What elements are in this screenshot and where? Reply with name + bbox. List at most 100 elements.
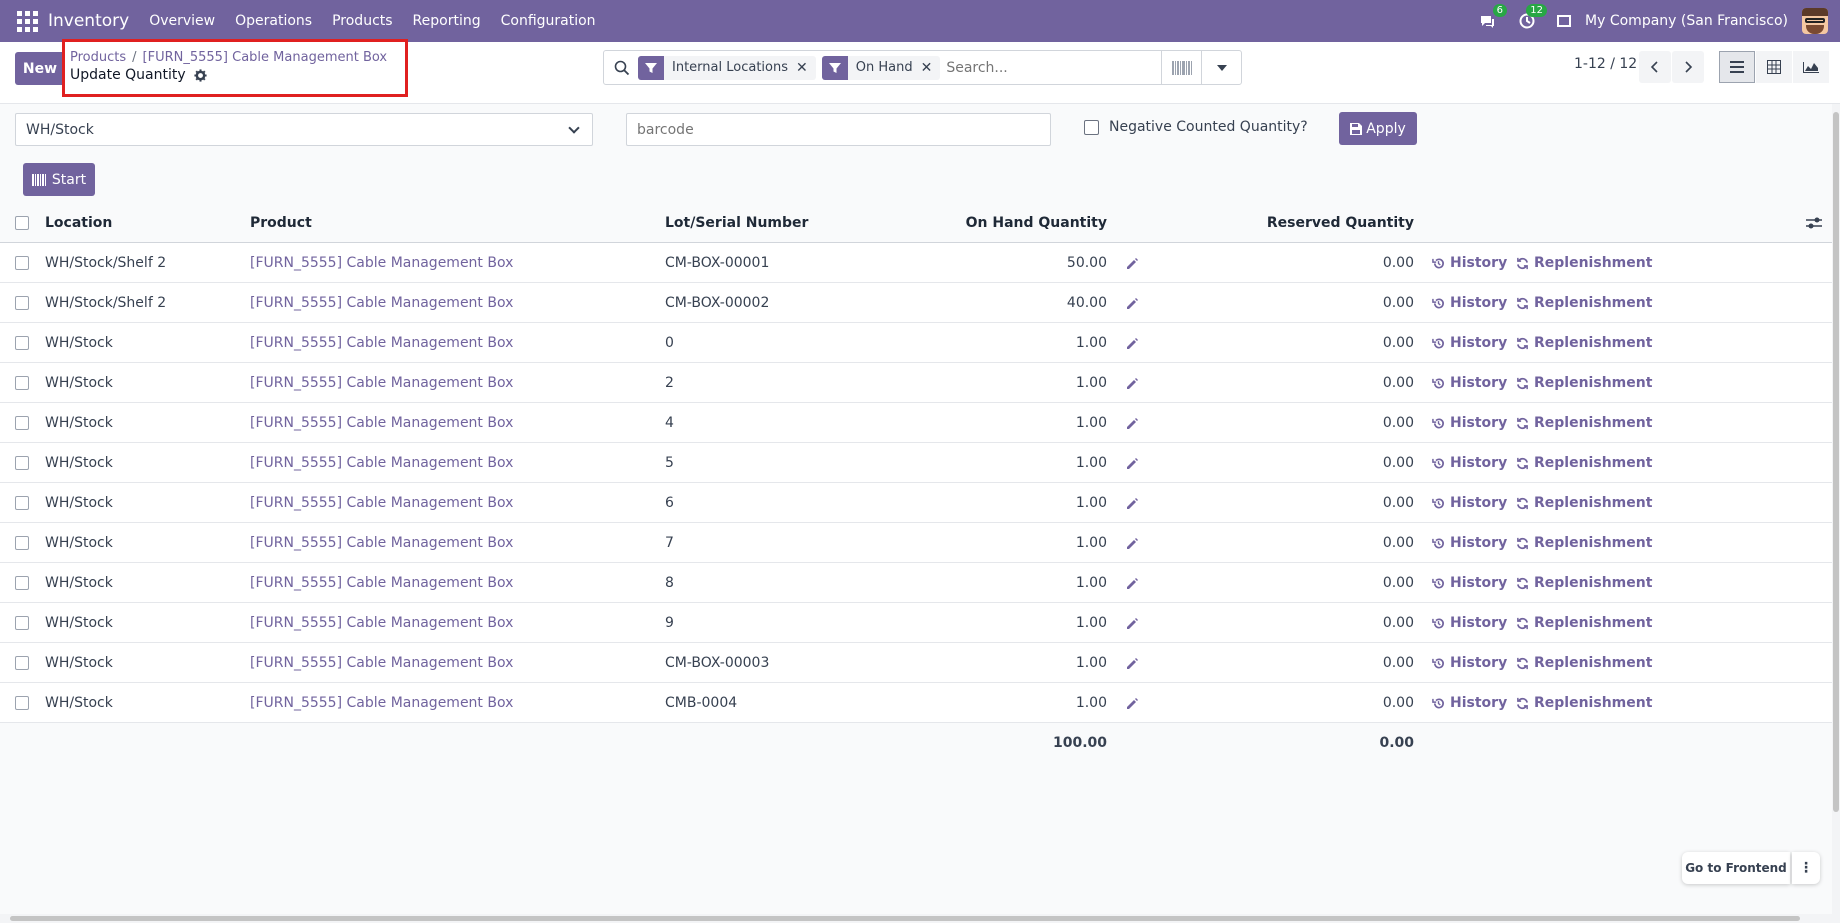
pager-value[interactable]: 1-12 / 12: [1574, 56, 1638, 72]
row-product-link[interactable]: [FURN_5555] Cable Management Box: [250, 335, 514, 351]
header-location[interactable]: Location: [45, 215, 113, 231]
row-product-link[interactable]: [FURN_5555] Cable Management Box: [250, 415, 514, 431]
start-button[interactable]: Start: [23, 163, 95, 196]
horizontal-scrollbar[interactable]: [0, 914, 1840, 923]
menu-reporting[interactable]: Reporting: [412, 13, 481, 29]
row-on-hand[interactable]: 1.00: [1075, 695, 1107, 711]
pivot-view-button[interactable]: [1756, 51, 1792, 83]
row-on-hand[interactable]: 1.00: [1075, 615, 1107, 631]
apply-button[interactable]: Apply: [1339, 112, 1417, 145]
barcode-input[interactable]: [626, 113, 1051, 146]
row-checkbox[interactable]: [15, 696, 29, 710]
row-on-hand[interactable]: 1.00: [1075, 535, 1107, 551]
replenishment-button[interactable]: Replenishment: [1516, 603, 1652, 643]
select-all-checkbox[interactable]: [15, 216, 29, 230]
history-button[interactable]: History: [1432, 563, 1507, 603]
row-product-link[interactable]: [FURN_5555] Cable Management Box: [250, 495, 514, 511]
company-icon[interactable]: [1557, 15, 1572, 27]
row-checkbox[interactable]: [15, 376, 29, 390]
table-row[interactable]: WH/Stock [FURN_5555] Cable Management Bo…: [0, 683, 1832, 723]
pencil-icon[interactable]: [1125, 537, 1139, 551]
row-on-hand[interactable]: 1.00: [1075, 455, 1107, 471]
row-on-hand[interactable]: 50.00: [1066, 255, 1107, 271]
column-settings-icon[interactable]: [1806, 216, 1822, 230]
history-button[interactable]: History: [1432, 603, 1507, 643]
row-checkbox[interactable]: [15, 656, 29, 670]
row-checkbox[interactable]: [15, 416, 29, 430]
search-icon[interactable]: [614, 60, 630, 76]
row-product-link[interactable]: [FURN_5555] Cable Management Box: [250, 655, 514, 671]
vertical-scrollbar[interactable]: [1832, 104, 1840, 914]
history-button[interactable]: History: [1432, 483, 1507, 523]
table-row[interactable]: WH/Stock/Shelf 2 [FURN_5555] Cable Manag…: [0, 283, 1832, 323]
row-on-hand[interactable]: 1.00: [1075, 415, 1107, 431]
breadcrumb-product[interactable]: [FURN_5555] Cable Management Box: [142, 50, 388, 65]
company-switcher[interactable]: My Company (San Francisco): [1585, 13, 1788, 29]
search-options-toggle[interactable]: [1201, 51, 1241, 84]
go-to-frontend-button[interactable]: Go to Frontend: [1682, 852, 1790, 884]
replenishment-button[interactable]: Replenishment: [1516, 683, 1652, 723]
row-checkbox[interactable]: [15, 496, 29, 510]
user-avatar[interactable]: [1802, 8, 1828, 34]
table-row[interactable]: WH/Stock [FURN_5555] Cable Management Bo…: [0, 483, 1832, 523]
replenishment-button[interactable]: Replenishment: [1516, 483, 1652, 523]
pencil-icon[interactable]: [1125, 657, 1139, 671]
table-row[interactable]: WH/Stock [FURN_5555] Cable Management Bo…: [0, 563, 1832, 603]
row-on-hand[interactable]: 1.00: [1075, 655, 1107, 671]
pencil-icon[interactable]: [1125, 697, 1139, 711]
row-on-hand[interactable]: 1.00: [1075, 575, 1107, 591]
row-checkbox[interactable]: [15, 256, 29, 270]
pencil-icon[interactable]: [1125, 417, 1139, 431]
table-row[interactable]: WH/Stock [FURN_5555] Cable Management Bo…: [0, 523, 1832, 563]
replenishment-button[interactable]: Replenishment: [1516, 283, 1652, 323]
header-reserved[interactable]: Reserved Quantity: [1266, 215, 1414, 231]
row-checkbox[interactable]: [15, 336, 29, 350]
row-on-hand[interactable]: 1.00: [1075, 335, 1107, 351]
list-view-button[interactable]: [1719, 51, 1755, 83]
scrollbar-thumb[interactable]: [1833, 112, 1839, 812]
search-input[interactable]: [946, 59, 1167, 76]
history-button[interactable]: History: [1432, 643, 1507, 683]
replenishment-button[interactable]: Replenishment: [1516, 643, 1652, 683]
breadcrumb-products[interactable]: Products: [70, 50, 127, 65]
table-row[interactable]: WH/Stock [FURN_5555] Cable Management Bo…: [0, 643, 1832, 683]
row-product-link[interactable]: [FURN_5555] Cable Management Box: [250, 255, 514, 271]
row-product-link[interactable]: [FURN_5555] Cable Management Box: [250, 295, 514, 311]
history-button[interactable]: History: [1432, 443, 1507, 483]
pencil-icon[interactable]: [1125, 577, 1139, 591]
row-checkbox[interactable]: [15, 536, 29, 550]
replenishment-button[interactable]: Replenishment: [1516, 563, 1652, 603]
row-product-link[interactable]: [FURN_5555] Cable Management Box: [250, 615, 514, 631]
row-on-hand[interactable]: 40.00: [1066, 295, 1107, 311]
table-row[interactable]: WH/Stock [FURN_5555] Cable Management Bo…: [0, 443, 1832, 483]
history-button[interactable]: History: [1432, 283, 1507, 323]
pager-previous[interactable]: [1639, 51, 1671, 83]
pencil-icon[interactable]: [1125, 337, 1139, 351]
row-product-link[interactable]: [FURN_5555] Cable Management Box: [250, 575, 514, 591]
pencil-icon[interactable]: [1125, 617, 1139, 631]
close-icon[interactable]: ✕: [796, 59, 808, 76]
apps-menu-icon[interactable]: [16, 10, 38, 32]
negative-quantity-checkbox[interactable]: [1084, 120, 1099, 135]
menu-overview[interactable]: Overview: [149, 13, 216, 29]
graph-view-button[interactable]: [1793, 51, 1829, 83]
header-lot[interactable]: Lot/Serial Number: [665, 215, 809, 231]
gear-icon[interactable]: [194, 68, 207, 82]
messages-icon[interactable]: 6: [1477, 4, 1508, 31]
table-row[interactable]: WH/Stock [FURN_5555] Cable Management Bo…: [0, 603, 1832, 643]
history-button[interactable]: History: [1432, 323, 1507, 363]
row-product-link[interactable]: [FURN_5555] Cable Management Box: [250, 695, 514, 711]
menu-products[interactable]: Products: [332, 13, 393, 29]
history-button[interactable]: History: [1432, 363, 1507, 403]
row-checkbox[interactable]: [15, 296, 29, 310]
pager-next[interactable]: [1672, 51, 1704, 83]
replenishment-button[interactable]: Replenishment: [1516, 403, 1652, 443]
pencil-icon[interactable]: [1125, 257, 1139, 271]
replenishment-button[interactable]: Replenishment: [1516, 523, 1652, 563]
new-button[interactable]: New: [15, 52, 65, 85]
pencil-icon[interactable]: [1125, 377, 1139, 391]
replenishment-button[interactable]: Replenishment: [1516, 323, 1652, 363]
menu-configuration[interactable]: Configuration: [500, 13, 596, 29]
history-button[interactable]: History: [1432, 403, 1507, 443]
app-name[interactable]: Inventory: [48, 11, 130, 31]
